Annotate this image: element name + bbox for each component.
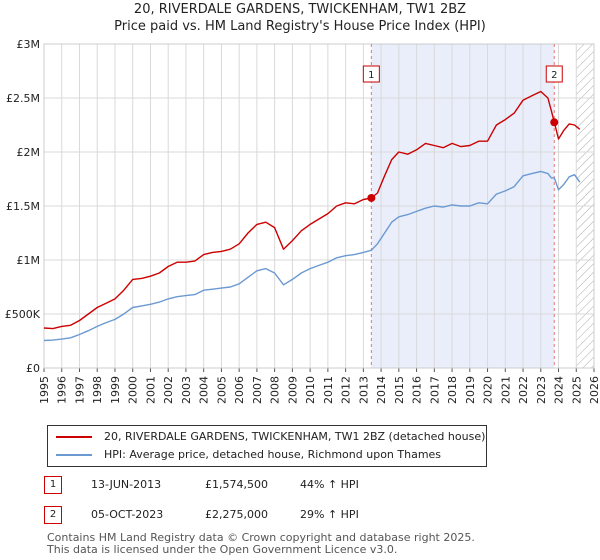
x-tick-label: 2003 — [180, 376, 193, 404]
legend-swatch-hpi — [56, 454, 92, 456]
legend-item-property: 20, RIVERDALE GARDENS, TWICKENHAM, TW1 2… — [48, 429, 486, 445]
y-tick-label: £500K — [5, 308, 41, 321]
sale-price: £2,275,000 — [205, 508, 268, 521]
price-chart: £0 £500K £1M £1.5M £2M £2.5M £3M 1995 1996 1997 19… — [5, 38, 600, 404]
x-tick-label: 2023 — [535, 376, 548, 404]
sale-number-badge: 1 — [44, 476, 62, 494]
x-tick-label: 2002 — [162, 376, 175, 404]
y-tick-label: £1.5M — [6, 200, 40, 213]
x-tick-label: 2013 — [357, 376, 370, 404]
x-tick-label: 2026 — [588, 376, 600, 404]
sale-hpi-change: 44% ↑ HPI — [300, 478, 359, 491]
sale-label-frame — [362, 65, 380, 83]
y-tick-label: £2.5M — [6, 92, 40, 105]
x-tick-label: 2011 — [322, 376, 335, 404]
x-tick-label: 1997 — [73, 376, 86, 404]
x-tick-label: 2009 — [286, 376, 299, 404]
sale-label-number: 1 — [368, 70, 374, 81]
y-tick-label: £2M — [17, 146, 41, 159]
sale-hpi-change: 29% ↑ HPI — [300, 508, 359, 521]
sale-label-box: 2 — [545, 65, 563, 83]
x-tick-label: 1995 — [38, 376, 51, 404]
x-tick-label: 1998 — [91, 376, 104, 404]
x-tick-label: 2015 — [393, 376, 406, 404]
footer-copyright: Contains HM Land Registry data © Crown c… — [47, 531, 475, 544]
x-tick-label: 2007 — [251, 376, 264, 404]
x-tick-label: 2008 — [269, 376, 282, 404]
chart-title: 20, RIVERDALE GARDENS, TWICKENHAM, TW1 2… — [133, 2, 467, 17]
x-tick-label: 2020 — [482, 376, 495, 404]
property-price-line — [43, 90, 581, 330]
legend-swatch-property — [56, 436, 92, 438]
y-tick-label: £0 — [26, 362, 40, 375]
x-tick-label: 2025 — [570, 376, 583, 404]
sale-point-marker — [550, 118, 559, 127]
x-tick-label: 1996 — [56, 376, 69, 404]
sale-label-box: 1 — [362, 65, 380, 83]
x-tick-label: 2017 — [428, 376, 441, 404]
sale-point-marker — [367, 193, 376, 202]
chart-subtitle: Price paid vs. HM Land Registry's House … — [114, 19, 486, 34]
x-tick-label: 2019 — [464, 376, 477, 404]
x-tick-label: 2010 — [304, 376, 317, 404]
x-tick-label: 2024 — [553, 376, 566, 404]
legend: 20, RIVERDALE GARDENS, TWICKENHAM, TW1 2… — [47, 425, 487, 467]
x-tick-label: 2016 — [411, 376, 424, 404]
legend-label-hpi: HPI: Average price, detached house, Rich… — [104, 448, 442, 461]
y-tick-label: £3M — [17, 38, 41, 51]
x-tick-label: 2018 — [446, 376, 459, 404]
sale-date: 05-OCT-2023 — [91, 508, 164, 521]
x-tick-label: 2006 — [233, 376, 246, 404]
legend-label-property: 20, RIVERDALE GARDENS, TWICKENHAM, TW1 2… — [104, 430, 486, 443]
x-tick-label: 2014 — [375, 376, 388, 404]
legend-item-hpi: HPI: Average price, detached house, Rich… — [48, 447, 486, 463]
sale-row-2: 2 05-OCT-2023 £2,275,000 29% ↑ HPI — [0, 506, 600, 526]
x-tick-label: 2012 — [340, 376, 353, 404]
sale-date: 13-JUN-2013 — [91, 478, 162, 491]
sale-number-badge: 2 — [44, 506, 62, 524]
x-tick-label: 2005 — [215, 376, 228, 404]
sale-label-frame — [545, 65, 563, 83]
x-tick-label: 1999 — [109, 376, 122, 404]
x-tick-label: 2001 — [144, 376, 157, 404]
y-tick-label: £1M — [17, 254, 41, 267]
hpi-line — [43, 170, 581, 342]
x-tick-label: 2000 — [127, 376, 140, 404]
sale-label-number: 2 — [551, 70, 557, 81]
sale-price: £1,574,500 — [205, 478, 268, 491]
sale-row-1: 1 13-JUN-2013 £1,574,500 44% ↑ HPI — [0, 476, 600, 496]
x-tick-label: 2021 — [499, 376, 512, 404]
x-tick-label: 2004 — [198, 376, 211, 404]
plot-frame — [43, 43, 595, 369]
footer-licence: This data is licensed under the Open Gov… — [47, 543, 398, 556]
x-tick-label: 2022 — [517, 376, 530, 404]
